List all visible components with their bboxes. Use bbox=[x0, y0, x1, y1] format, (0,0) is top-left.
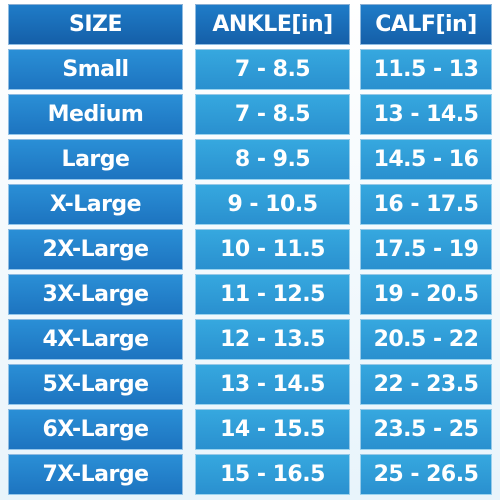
measure-cell: 15 - 16.5 bbox=[195, 454, 350, 495]
header-cell: CALF[in] bbox=[360, 4, 492, 45]
size-cell: 4X-Large bbox=[8, 319, 183, 360]
measure-cell: 11 - 12.5 bbox=[195, 274, 350, 315]
measure-cell: 25 - 26.5 bbox=[360, 454, 492, 495]
measure-cell: 8 - 9.5 bbox=[195, 139, 350, 180]
measure-cell: 12 - 13.5 bbox=[195, 319, 350, 360]
measure-cell: 16 - 17.5 bbox=[360, 184, 492, 225]
size-cell: Small bbox=[8, 49, 183, 90]
measure-cell: 13 - 14.5 bbox=[195, 364, 350, 405]
measure-cell: 7 - 8.5 bbox=[195, 94, 350, 135]
size-cell: X-Large bbox=[8, 184, 183, 225]
measure-cell: 9 - 10.5 bbox=[195, 184, 350, 225]
size-cell: 7X-Large bbox=[8, 454, 183, 495]
size-cell: Large bbox=[8, 139, 183, 180]
measure-cell: 13 - 14.5 bbox=[360, 94, 492, 135]
measure-cell: 14 - 15.5 bbox=[195, 409, 350, 450]
measure-cell: 10 - 11.5 bbox=[195, 229, 350, 270]
header-cell: ANKLE[in] bbox=[195, 4, 350, 45]
measure-cell: 17.5 - 19 bbox=[360, 229, 492, 270]
measure-cell: 23.5 - 25 bbox=[360, 409, 492, 450]
measure-cell: 19 - 20.5 bbox=[360, 274, 492, 315]
size-cell: 2X-Large bbox=[8, 229, 183, 270]
size-cell: Medium bbox=[8, 94, 183, 135]
header-cell: SIZE bbox=[8, 4, 183, 45]
measure-cell: 14.5 - 16 bbox=[360, 139, 492, 180]
size-cell: 5X-Large bbox=[8, 364, 183, 405]
size-cell: 6X-Large bbox=[8, 409, 183, 450]
measure-cell: 11.5 - 13 bbox=[360, 49, 492, 90]
size-cell: 3X-Large bbox=[8, 274, 183, 315]
measure-cell: 22 - 23.5 bbox=[360, 364, 492, 405]
measure-cell: 7 - 8.5 bbox=[195, 49, 350, 90]
measure-cell: 20.5 - 22 bbox=[360, 319, 492, 360]
